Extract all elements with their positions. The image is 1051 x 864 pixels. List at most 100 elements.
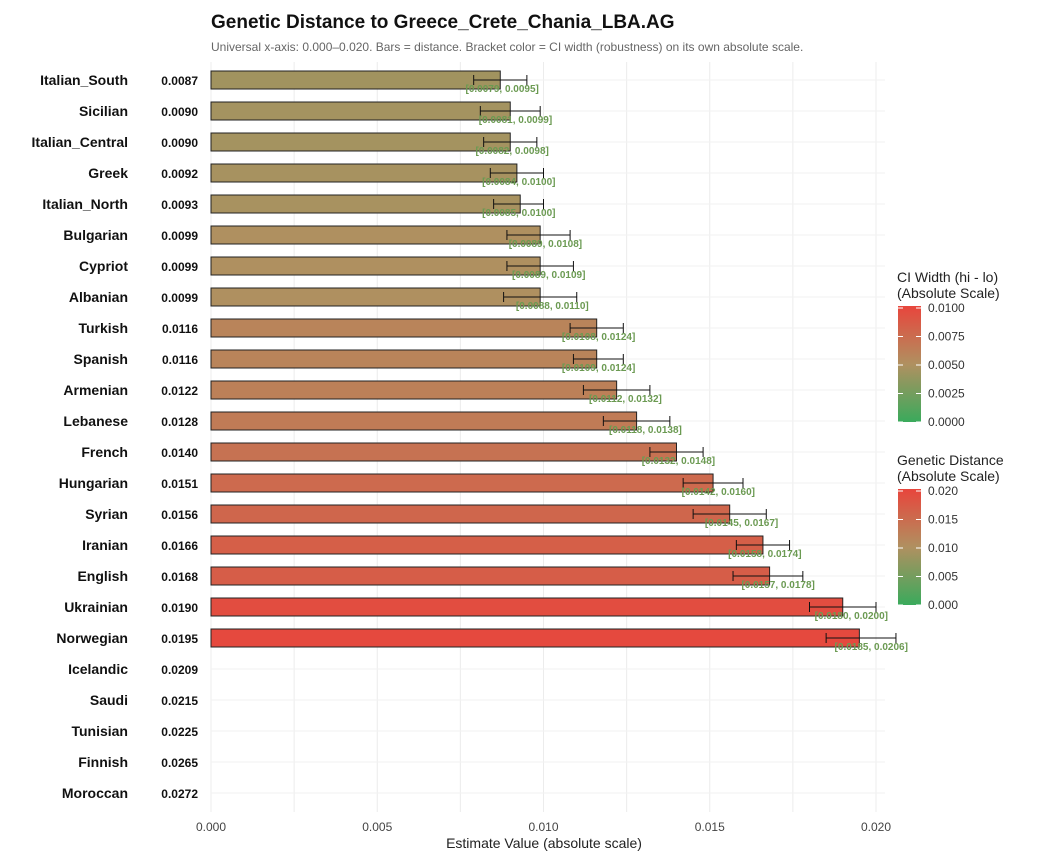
- ci-label: [0.0109, 0.0124]: [562, 363, 635, 374]
- legend-ci-title-line2: (Absolute Scale): [897, 285, 1000, 301]
- value-label: 0.0209: [161, 663, 198, 677]
- value-label: 0.0140: [161, 446, 198, 460]
- bar: [210, 411, 638, 431]
- ci-label: [0.0158, 0.0174]: [728, 549, 801, 560]
- ci-label: [0.0145, 0.0167]: [705, 518, 778, 529]
- bar: [210, 318, 598, 338]
- value-label: 0.0265: [161, 756, 198, 770]
- legend-ci-width: CI Width (hi - lo) (Absolute Scale) 0.01…: [897, 269, 1000, 429]
- bars: [0.0079, 0.0095] [0.0081, 0.0099] [0.0082,…: [210, 70, 908, 653]
- ci-label: [0.0185, 0.0206]: [835, 642, 908, 653]
- bar: [210, 225, 541, 245]
- bar: [210, 70, 501, 90]
- category-label: Italian_South: [40, 72, 128, 88]
- ci-label: [0.0089, 0.0109]: [512, 270, 585, 281]
- ci-label: [0.0088, 0.0110]: [516, 301, 589, 312]
- bar: [210, 132, 511, 152]
- legend-ci-colorbar: [898, 306, 921, 422]
- value-label: 0.0087: [161, 74, 198, 88]
- legend-tick-label: 0.0100: [928, 301, 965, 315]
- ci-label: [0.0081, 0.0099]: [479, 115, 552, 126]
- bar: [210, 349, 598, 369]
- ci-label: [0.0180, 0.0200]: [815, 611, 888, 622]
- legend-tick-label: 0.000: [928, 598, 958, 612]
- value-label: 0.0090: [161, 136, 198, 150]
- value-label: 0.0099: [161, 229, 198, 243]
- bar: [210, 628, 860, 648]
- category-labels: Italian_South 0.0087 Sicilian 0.0090 Italian…: [32, 72, 199, 801]
- value-label: 0.0128: [161, 415, 198, 429]
- category-label: Tunisian: [71, 723, 128, 739]
- legend-genetic-distance: Genetic Distance (Absolute Scale) 0.020 0…: [897, 452, 1004, 612]
- category-label: Norwegian: [56, 630, 128, 646]
- category-label: Finnish: [78, 754, 128, 770]
- category-label: Ukrainian: [64, 599, 128, 615]
- ci-label: [0.0085, 0.0100]: [482, 208, 555, 219]
- value-label: 0.0272: [161, 787, 198, 801]
- bar: [210, 473, 714, 493]
- legend-tick-label: 0.0050: [928, 358, 965, 372]
- x-tick-label: 0.000: [196, 820, 226, 834]
- category-label: English: [77, 568, 128, 584]
- category-label: Icelandic: [68, 661, 128, 677]
- x-tick-label: 0.010: [528, 820, 558, 834]
- bar: [210, 163, 518, 183]
- bar: [210, 504, 731, 524]
- ci-label: [0.0079, 0.0095]: [465, 84, 538, 95]
- category-label: Turkish: [78, 320, 128, 336]
- bar: [210, 566, 771, 586]
- legend-tick-label: 0.0000: [928, 415, 965, 429]
- value-label: 0.0168: [161, 570, 198, 584]
- ci-label: [0.0157, 0.0178]: [741, 580, 814, 591]
- value-label: 0.0151: [161, 477, 198, 491]
- category-label: French: [81, 444, 128, 460]
- value-label: 0.0099: [161, 291, 198, 305]
- value-label: 0.0166: [161, 539, 198, 553]
- x-tick-label: 0.015: [695, 820, 725, 834]
- x-axis-label: Estimate Value (absolute scale): [446, 835, 642, 851]
- category-label: Syrian: [85, 506, 128, 522]
- ci-label: [0.0132, 0.0148]: [642, 456, 715, 467]
- ci-label: [0.0089, 0.0108]: [509, 239, 582, 250]
- bar: [210, 442, 677, 462]
- category-label: Sicilian: [79, 103, 128, 119]
- bar: [210, 535, 764, 555]
- legend-tick-label: 0.015: [928, 513, 958, 527]
- chart-subtitle: Universal x-axis: 0.000–0.020. Bars = di…: [211, 40, 803, 54]
- legend-tick-label: 0.020: [928, 484, 958, 498]
- ci-label: [0.0108, 0.0124]: [562, 332, 635, 343]
- category-label: Lebanese: [63, 413, 128, 429]
- category-label: Hungarian: [59, 475, 128, 491]
- ci-label: [0.0142, 0.0160]: [682, 487, 755, 498]
- value-label: 0.0116: [162, 353, 198, 367]
- bar: [210, 287, 541, 307]
- value-label: 0.0156: [161, 508, 198, 522]
- ci-label: [0.0112, 0.0132]: [589, 394, 662, 405]
- category-label: Italian_North: [42, 196, 128, 212]
- category-label: Armenian: [63, 382, 128, 398]
- value-label: 0.0195: [161, 632, 198, 646]
- value-label: 0.0190: [161, 601, 198, 615]
- bar: [210, 194, 521, 214]
- value-label: 0.0093: [161, 198, 198, 212]
- category-label: Bulgarian: [63, 227, 128, 243]
- bar: [210, 380, 618, 400]
- value-label: 0.0122: [161, 384, 198, 398]
- category-label: Moroccan: [62, 785, 128, 801]
- bar: [210, 597, 844, 617]
- category-label: Italian_Central: [32, 134, 128, 150]
- bar: [210, 256, 541, 276]
- value-label: 0.0225: [161, 725, 198, 739]
- x-axis: 0.000 0.005 0.010 0.015 0.020: [196, 820, 891, 834]
- ci-label: [0.0082, 0.0098]: [475, 146, 548, 157]
- category-label: Cypriot: [79, 258, 128, 274]
- ci-label: [0.0118, 0.0138]: [609, 425, 682, 436]
- category-label: Saudi: [90, 692, 128, 708]
- legend-distance-title-line1: Genetic Distance: [897, 452, 1004, 468]
- legend-tick-label: 0.010: [928, 541, 958, 555]
- legend-tick-label: 0.0025: [928, 387, 965, 401]
- value-label: 0.0099: [161, 260, 198, 274]
- category-label: Spanish: [74, 351, 128, 367]
- category-label: Albanian: [69, 289, 128, 305]
